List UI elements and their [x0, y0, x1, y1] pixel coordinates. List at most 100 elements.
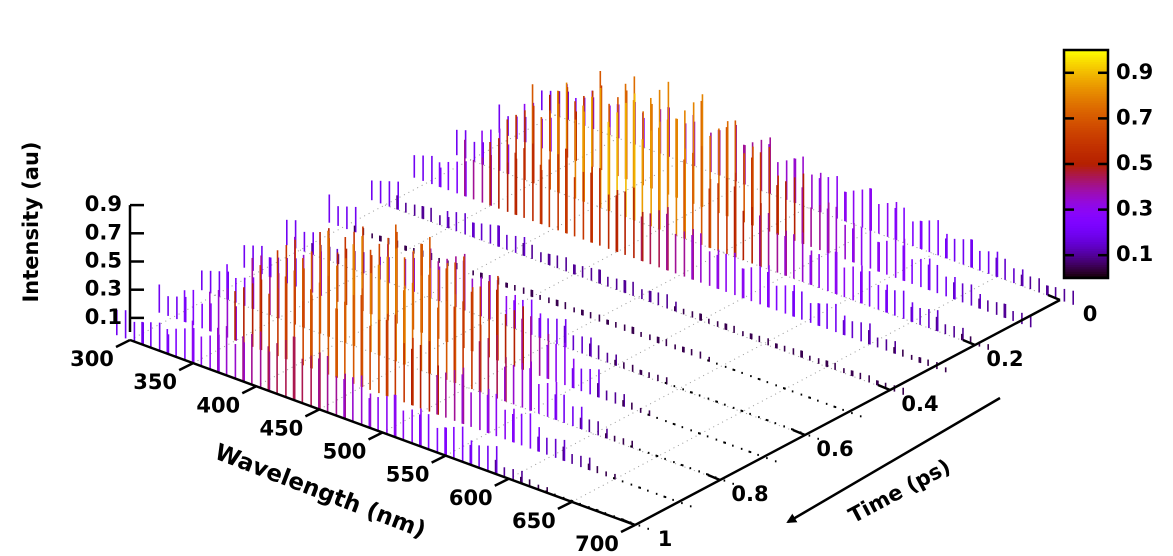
- spike-group: [604, 433, 634, 448]
- spike-group: [293, 236, 323, 296]
- spike-group: [641, 107, 671, 157]
- colorbar-band: [1064, 84, 1108, 88]
- colorbar-band: [1064, 173, 1108, 176]
- spike-group: [393, 394, 422, 447]
- spike-group: [285, 219, 315, 255]
- colorbar-band: [1064, 54, 1108, 58]
- spike-group: [503, 361, 533, 411]
- spike-group: [574, 85, 603, 171]
- colorbar-band: [1064, 179, 1108, 183]
- x-tick-label: 350: [133, 370, 177, 394]
- spike-group: [386, 243, 416, 292]
- colorbar-band: [1064, 255, 1108, 259]
- colorbar-band: [1064, 118, 1108, 122]
- z-tick-label: 0.3: [85, 277, 122, 301]
- colorbar-band: [1064, 148, 1108, 151]
- spike-group: [1046, 285, 1074, 305]
- colorbar-band: [1064, 168, 1108, 172]
- spike-group: [564, 148, 594, 243]
- colorbar-band: [1064, 109, 1108, 113]
- spike-group: [716, 252, 745, 299]
- spike-group: [893, 347, 922, 364]
- spike-group: [757, 377, 786, 390]
- spike-group: [749, 333, 778, 349]
- spike-group: [158, 284, 187, 323]
- spike-group: [344, 226, 373, 315]
- spike-group: [766, 271, 796, 317]
- spike-group: [733, 186, 762, 267]
- spike-group: [631, 326, 660, 344]
- spike-group: [191, 320, 220, 373]
- spike-group: [741, 265, 770, 308]
- spike-group: [910, 306, 939, 332]
- colorbar-band: [1064, 91, 1108, 94]
- spike-group: [555, 299, 584, 316]
- spike-group: [267, 336, 296, 401]
- colorbar-band: [1064, 72, 1108, 76]
- spike-group: [421, 206, 450, 229]
- colorbar-band: [1064, 138, 1108, 142]
- colorbar-band: [1064, 195, 1108, 199]
- grid-line: [256, 160, 682, 387]
- z-tick-label: 0.1: [85, 305, 122, 329]
- spike-group: [622, 400, 651, 417]
- spike-group: [556, 82, 586, 202]
- spike-group: [470, 275, 499, 361]
- spike-group: [317, 356, 347, 419]
- colorbar-band: [1064, 223, 1108, 227]
- spike-group: [463, 139, 493, 206]
- colorbar-band: [1064, 157, 1108, 161]
- spike-group: [511, 413, 541, 452]
- spike-group: [487, 280, 517, 329]
- colorbar-band: [1064, 252, 1108, 256]
- y-tick: [877, 383, 891, 392]
- colorbar-band: [1064, 246, 1108, 249]
- spike-group: [776, 173, 805, 245]
- spike-group: [640, 207, 669, 271]
- spike-group: [183, 289, 212, 332]
- colorbar-band: [1064, 227, 1108, 231]
- colorbar-band: [1064, 104, 1108, 108]
- x-tick: [304, 408, 320, 418]
- colorbar-band: [1064, 107, 1108, 110]
- spike-group: [284, 270, 313, 369]
- spike-group: [377, 248, 406, 365]
- spike-group: [859, 271, 889, 313]
- spike-group: [935, 316, 964, 341]
- colorbar-band: [1064, 186, 1108, 190]
- spike-group: [481, 128, 510, 175]
- spike-group: [370, 180, 400, 210]
- spike-group: [242, 331, 271, 392]
- colorbar-band: [1064, 191, 1108, 195]
- spike-group: [647, 413, 676, 426]
- spike-group: [412, 248, 441, 302]
- colorbar-band: [1064, 86, 1108, 90]
- spike-group: [825, 360, 854, 377]
- spike-group: [978, 298, 1007, 319]
- colorbar-band: [1064, 264, 1108, 268]
- spike-group: [894, 207, 923, 250]
- colorbar-band: [1064, 241, 1108, 245]
- spike-group: [919, 220, 948, 259]
- spike-group: [784, 232, 813, 286]
- spike-group: [328, 194, 357, 233]
- colorbar-band: [1064, 63, 1108, 67]
- colorbar-band: [1064, 259, 1108, 263]
- spike-group: [209, 288, 237, 341]
- spike-group: [506, 105, 535, 184]
- spike-group: [505, 282, 534, 298]
- grid-line: [384, 204, 891, 391]
- spike-group: [538, 317, 567, 348]
- colorbar-band: [1064, 250, 1108, 254]
- colorbar-band: [1064, 145, 1108, 149]
- spike-group: [630, 445, 659, 458]
- grid-line: [129, 114, 556, 341]
- spike-group: [461, 374, 490, 434]
- spike-group: [396, 195, 425, 220]
- colorbar-band: [1064, 257, 1108, 261]
- spike-group: [309, 275, 339, 378]
- spike-group: [429, 252, 458, 270]
- colorbar-band: [1064, 116, 1108, 119]
- spike-group: [319, 228, 348, 306]
- x-tick: [431, 454, 447, 464]
